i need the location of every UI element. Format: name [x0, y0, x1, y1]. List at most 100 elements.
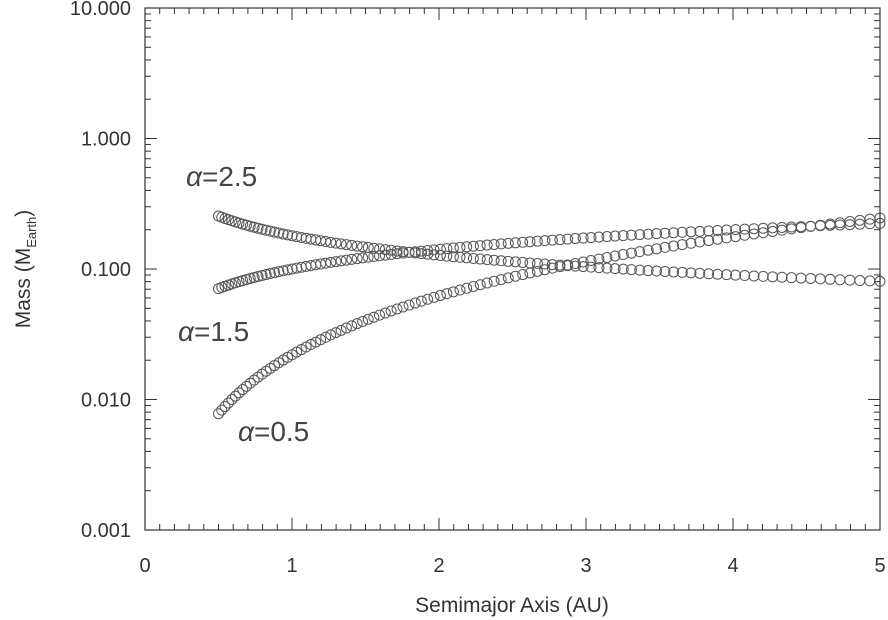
- data-point: [374, 243, 386, 255]
- data-point: [256, 269, 268, 281]
- data-point: [685, 226, 697, 238]
- data-point: [346, 253, 358, 265]
- data-point: [269, 267, 281, 279]
- data-points: [213, 210, 886, 420]
- data-point: [651, 265, 663, 277]
- data-point: [467, 252, 479, 264]
- data-point: [757, 270, 769, 282]
- data-point: [264, 225, 276, 237]
- data-point: [447, 251, 459, 263]
- data-point: [676, 226, 688, 238]
- data-point: [368, 250, 380, 262]
- data-point: [739, 229, 751, 241]
- data-point: [351, 253, 363, 265]
- data-point: [509, 256, 521, 268]
- data-point: [668, 266, 680, 278]
- data-point: [374, 250, 386, 262]
- data-point: [330, 256, 342, 268]
- data-point: [524, 236, 536, 248]
- data-point: [593, 231, 605, 243]
- x-tick-label: 0: [139, 555, 150, 577]
- data-point: [546, 262, 558, 274]
- data-point: [481, 239, 493, 251]
- data-point: [562, 259, 574, 271]
- data-point: [495, 238, 507, 250]
- data-point: [785, 272, 797, 284]
- y-tick-label: 0.001: [81, 520, 131, 542]
- data-point: [834, 219, 846, 231]
- data-point: [685, 237, 697, 249]
- data-point: [601, 231, 613, 243]
- data-point: [546, 234, 558, 246]
- data-point: [481, 254, 493, 266]
- series-label-alpha-0-5-symbol: α: [238, 416, 255, 447]
- y-axis-label-prefix: Mass (M: [12, 248, 35, 329]
- data-point: [351, 240, 363, 252]
- data-point: [325, 329, 337, 341]
- data-point: [502, 272, 514, 284]
- data-point: [422, 244, 434, 256]
- data-point: [659, 227, 671, 239]
- data-point: [233, 387, 245, 399]
- data-point: [676, 239, 688, 251]
- data-point: [335, 324, 347, 336]
- data-point: [330, 237, 342, 249]
- data-point: [441, 250, 453, 262]
- data-point: [447, 286, 459, 298]
- y-axis-label: Mass (MEarth): [12, 210, 39, 329]
- series-label-alpha-2-5-text: =2.5: [202, 161, 257, 192]
- data-point: [634, 229, 646, 241]
- data-point: [244, 377, 256, 389]
- data-point: [757, 227, 769, 239]
- data-point: [721, 232, 733, 244]
- data-point: [346, 239, 358, 251]
- data-point: [642, 228, 654, 240]
- data-point: [609, 230, 621, 242]
- data-point: [554, 234, 566, 246]
- data-point: [385, 248, 397, 260]
- x-tick-label: 1: [286, 555, 297, 577]
- data-point: [593, 253, 605, 265]
- y-axis-label-subscript: Earth: [24, 217, 39, 248]
- data-point: [351, 318, 363, 330]
- data-point: [252, 371, 264, 383]
- data-point: [554, 261, 566, 273]
- data-point: [248, 374, 260, 386]
- data-point: [531, 265, 543, 277]
- data-point: [415, 295, 427, 307]
- data-point: [282, 229, 294, 241]
- data-point: [474, 279, 486, 291]
- data-point: [447, 242, 459, 254]
- data-point: [642, 265, 654, 277]
- data-point: [264, 268, 276, 280]
- series-points-1: [213, 217, 886, 295]
- data-point: [531, 258, 543, 270]
- data-point: [834, 274, 846, 286]
- data-point: [488, 275, 500, 287]
- data-point: [330, 327, 342, 339]
- data-point: [805, 272, 817, 284]
- data-point: [517, 236, 529, 248]
- data-point: [703, 268, 715, 280]
- data-point: [676, 266, 688, 278]
- data-point: [277, 265, 289, 277]
- y-axis-label-suffix: ): [12, 210, 35, 217]
- data-point: [601, 251, 613, 263]
- series-label-alpha-0-5: α=0.5: [238, 416, 309, 447]
- data-point: [712, 233, 724, 245]
- data-point: [617, 263, 629, 275]
- data-point: [776, 221, 788, 233]
- data-point: [357, 315, 369, 327]
- series-label-alpha-1-5-symbol: α: [178, 316, 195, 347]
- data-point: [694, 236, 706, 248]
- data-point: [213, 408, 224, 420]
- data-point: [260, 224, 272, 236]
- data-point: [325, 236, 337, 248]
- data-point: [739, 270, 751, 282]
- data-point: [379, 249, 391, 261]
- plot-frame: [144, 7, 881, 531]
- series-label-alpha-2-5-symbol: α: [186, 161, 203, 192]
- data-point: [340, 254, 352, 266]
- data-point: [467, 280, 479, 292]
- data-point: [634, 264, 646, 276]
